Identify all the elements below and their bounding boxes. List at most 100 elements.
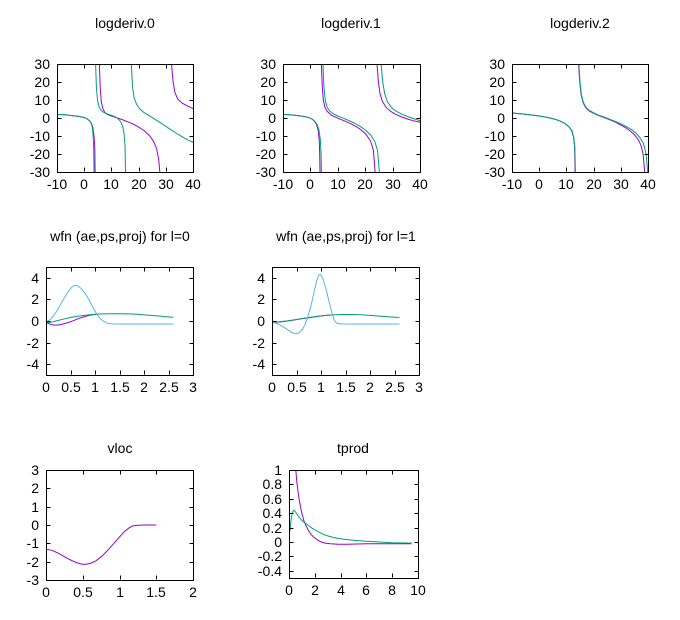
y-tick-label: 4: [31, 270, 39, 286]
x-tick-label: 3: [189, 379, 197, 395]
y-tick-label: 0: [31, 517, 39, 533]
y-tick-label: 3: [31, 462, 39, 478]
y-tick-label: -10: [30, 128, 50, 144]
chart-logderiv-0: -10 0 10 20 30 40 -30 -20 -10 0 10 20 30: [30, 56, 201, 192]
y-tick-label: -20: [30, 146, 50, 162]
x-tick-label: 40: [412, 176, 428, 192]
x-tick-label: 0: [42, 379, 50, 395]
y-tick-label: 2: [31, 480, 39, 496]
y-tick-label: 0: [268, 110, 276, 126]
chart-title-logderiv-2: logderiv.2: [550, 15, 610, 31]
y-tick-label: 30: [260, 56, 276, 72]
y-tick-label: 1: [274, 462, 282, 478]
x-tick-label: 30: [385, 176, 401, 192]
series-projector-l1-branch-1: [272, 274, 400, 335]
y-tick-label: 0.6: [263, 491, 283, 507]
y-tick-label: 0.2: [263, 520, 283, 536]
y-tick-label: 20: [260, 74, 276, 90]
y-tick-label: 10: [34, 92, 50, 108]
chart-wfn-l0: 0 0.5 1 1.5 2 2.5 3 -4 -2 0 2 4: [27, 267, 197, 395]
x-tick-label: -10: [47, 176, 67, 192]
x-tick-label: 40: [640, 176, 656, 192]
axis-box: [283, 64, 421, 173]
y-tick-label: -20: [256, 146, 276, 162]
y-tick-label: 0.8: [263, 476, 283, 492]
x-tick-label: 2: [140, 379, 148, 395]
x-tick-label: 1: [91, 379, 99, 395]
series-ps-logderiv-l1-branch-1: [283, 113, 321, 172]
series-ae-logderiv-l0-branch-1: [57, 113, 95, 172]
y-tick-label: -30: [256, 164, 276, 180]
x-tick-label: 2: [189, 584, 197, 600]
y-tick-label: -20: [485, 146, 505, 162]
y-tick-label: 4: [257, 270, 265, 286]
series-ae-logderiv-l0-branch-2: [95, 64, 126, 172]
series-tprod-ae-branch-1: [289, 509, 412, 544]
x-tick-label: 0.5: [61, 379, 81, 395]
y-tick-label: 1: [31, 499, 39, 515]
x-tick-label: 20: [131, 176, 147, 192]
y-tick-label: 2: [31, 291, 39, 307]
chart-tprod: 0 2 4 6 8 10-0.4-0.200.20.40.60.81: [258, 462, 426, 598]
series-ps-logderiv-l0-branch-3: [171, 64, 193, 109]
x-tick-label: 1.5: [146, 584, 166, 600]
x-tick-label: 10: [410, 582, 426, 598]
y-tick-label: 0: [497, 110, 505, 126]
y-tick-label: -2: [27, 554, 40, 570]
x-tick-label: 1: [116, 584, 124, 600]
y-tick-label: -30: [30, 164, 50, 180]
y-tick-label: 0: [274, 534, 282, 550]
y-tick-label: 2: [257, 291, 265, 307]
series-ae-logderiv-l1-branch-3: [380, 64, 420, 122]
y-tick-label: -0.4: [258, 563, 282, 579]
chart-wfn-l1: 0 0.5 1 1.5 2 2.5 3 -4 -2 0 2 4: [253, 267, 423, 395]
chart-title-tprod: tprod: [337, 440, 369, 456]
x-tick-label: 0: [42, 584, 50, 600]
axis-box: [46, 267, 194, 376]
series-ae-logderiv-l1-branch-1: [283, 113, 322, 172]
y-tick-label: -30: [485, 164, 505, 180]
axis-box: [289, 470, 419, 579]
x-tick-label: 30: [613, 176, 629, 192]
y-tick-label: 30: [34, 56, 50, 72]
x-tick-label: 0: [285, 582, 293, 598]
x-tick-label: 6: [362, 582, 370, 598]
x-tick-label: 30: [158, 176, 174, 192]
axis-box: [272, 267, 420, 376]
chart-logderiv-2: -10 0 10 20 30 40 -30 -20 -10 0 10 20 30: [485, 56, 656, 192]
series-ae-logderiv-l0-branch-3: [130, 64, 193, 143]
series-ps-logderiv-l1-branch-3: [376, 64, 420, 123]
series-ps-logderiv-l0-branch-1: [57, 113, 96, 172]
series-ae-logderiv-l2-branch-2: [578, 64, 648, 172]
x-tick-label: 1.5: [336, 379, 356, 395]
series-ps-logderiv-l1-branch-2: [320, 64, 376, 172]
series-ae-wfn-l0-branch-1: [46, 313, 174, 324]
x-tick-label: 0: [535, 176, 543, 192]
x-tick-label: 10: [558, 176, 574, 192]
y-tick-label: -10: [485, 128, 505, 144]
series-tprod-ps-branch-1: [295, 470, 412, 545]
x-tick-label: 0.5: [73, 584, 93, 600]
series-ps-logderiv-l2-branch-1: [512, 112, 576, 172]
series-projector-l0-branch-1: [46, 284, 174, 325]
series-ae-logderiv-l2-branch-1: [512, 112, 576, 172]
series-ps-logderiv-l0-branch-2: [98, 64, 161, 172]
chart-title-wfn-l1: wfn (ae,ps,proj) for l=1: [276, 228, 416, 244]
y-tick-label: 0: [31, 313, 39, 329]
x-tick-label: -10: [502, 176, 522, 192]
chart-title-logderiv-1: logderiv.1: [321, 15, 381, 31]
x-tick-label: 40: [185, 176, 201, 192]
series-ps-logderiv-l2-branch-2: [578, 64, 646, 172]
x-tick-label: 20: [586, 176, 602, 192]
x-tick-label: 10: [103, 176, 119, 192]
y-tick-label: 0: [257, 313, 265, 329]
axis-box: [512, 64, 649, 173]
axis-box: [46, 470, 194, 581]
y-tick-label: -1: [27, 535, 40, 551]
y-tick-label: -4: [253, 356, 266, 372]
x-tick-label: 3: [415, 379, 423, 395]
x-tick-label: 0: [80, 176, 88, 192]
chart-logderiv-1: -10 0 10 20 30 40 -30 -20 -10 0 10 20 30: [256, 56, 428, 192]
